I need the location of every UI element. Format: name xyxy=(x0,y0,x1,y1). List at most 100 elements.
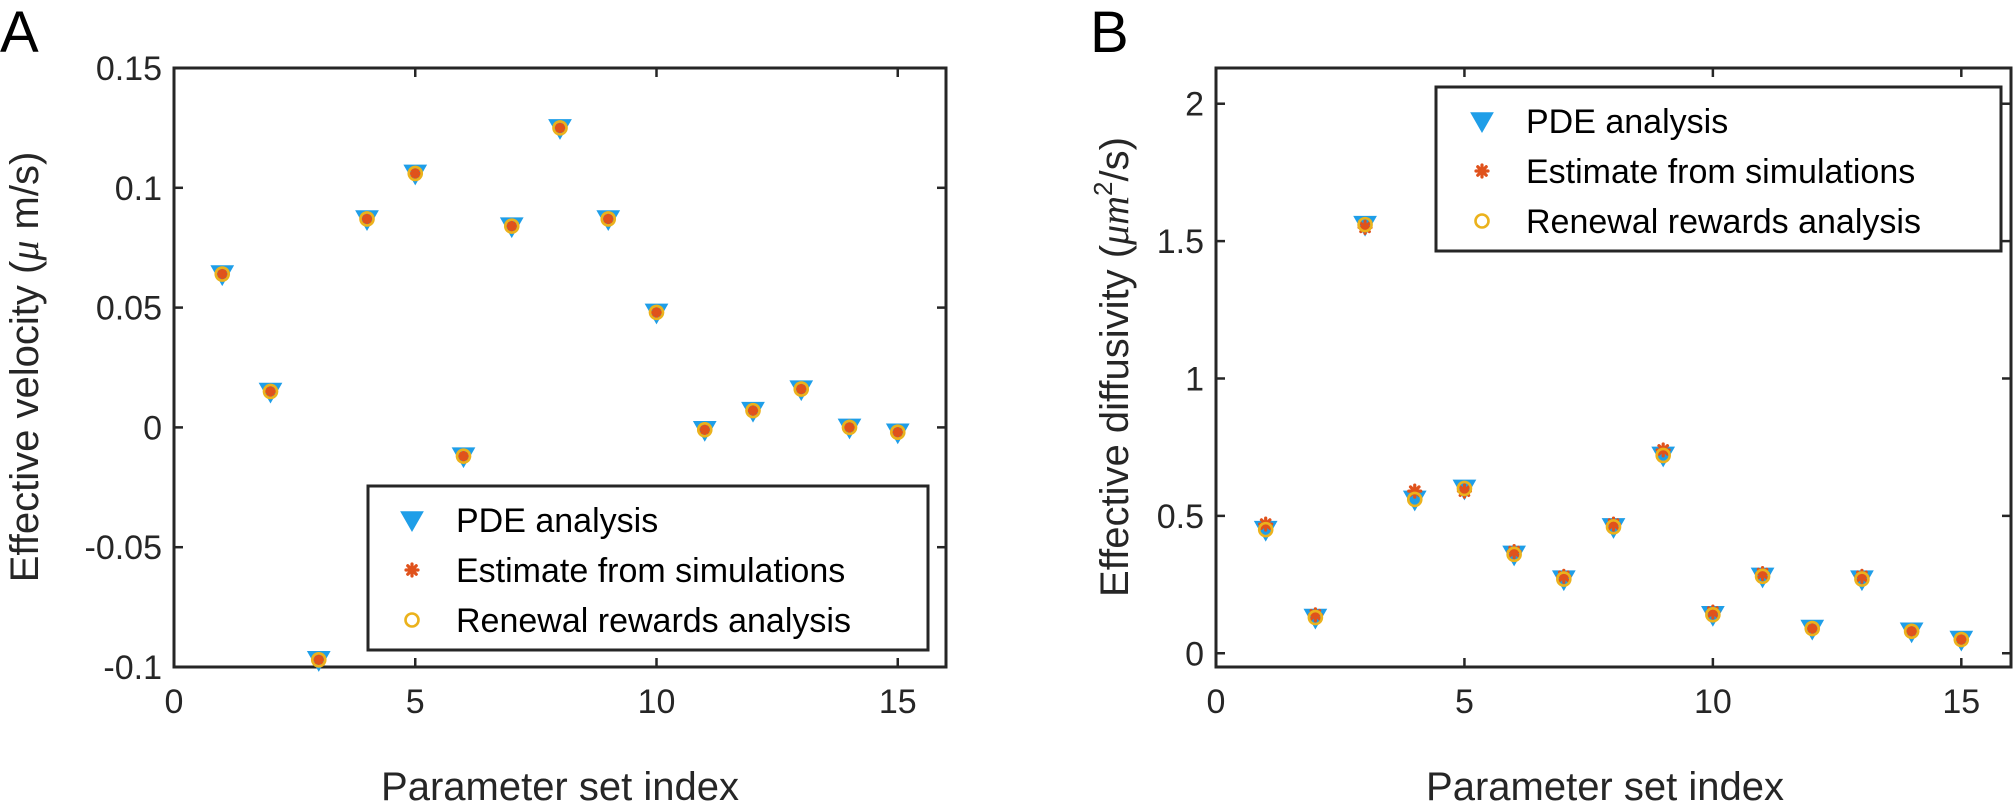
y-axis-label-a: Effective velocity (μ m/s) xyxy=(2,152,47,583)
simulation-point xyxy=(697,422,713,438)
renewal-point xyxy=(1754,568,1771,585)
renewal-point xyxy=(745,402,761,419)
y-axis-label-a-units-rest: m/s) xyxy=(3,152,47,241)
legend-b: PDE analysis Estimate from simulations R… xyxy=(1434,85,2003,253)
legend-b-marker-pde xyxy=(1470,112,1494,134)
renewal-point xyxy=(552,120,568,136)
y-tick-label: 1 xyxy=(1185,360,1204,398)
legend-b-label-simulation: Estimate from simulations xyxy=(1526,153,1915,191)
legend-a-marker-simulation xyxy=(404,562,420,578)
renewal-point xyxy=(359,211,375,227)
renewal-point xyxy=(1705,606,1721,623)
y-axis-label-b: Effective diffusivity (μm2/s) xyxy=(1088,137,1137,597)
x-tick-label: 15 xyxy=(879,683,917,721)
renewal-point xyxy=(793,381,810,397)
legend-b-marker-renewal xyxy=(1474,213,1490,229)
axes-box-b xyxy=(1214,66,2013,669)
y-tick-label: 0.05 xyxy=(96,290,162,328)
simulation-point xyxy=(793,381,809,397)
simulation-point xyxy=(745,403,761,419)
simulation-point xyxy=(600,211,616,227)
renewal-point xyxy=(503,218,520,234)
renewal-point xyxy=(1953,631,1970,648)
x-tick-label: 0 xyxy=(1207,683,1226,721)
renewal-point xyxy=(262,383,279,400)
renewal-point xyxy=(841,419,858,436)
renewal-point xyxy=(1357,216,1373,233)
x-tick-label: 5 xyxy=(1455,683,1474,721)
panel-label-a: A xyxy=(0,0,39,65)
legend-renewal-point-symbol xyxy=(1474,213,1490,229)
simulation-point xyxy=(455,448,472,464)
x-tick-label: 5 xyxy=(406,683,425,721)
legend-b-label-renewal: Renewal rewards analysis xyxy=(1526,203,1921,241)
y-tick-label: 2 xyxy=(1185,86,1204,124)
y-tick-label: -0.1 xyxy=(103,649,162,687)
legend-simulation-point-symbol xyxy=(404,562,420,578)
renewal-point xyxy=(214,266,231,282)
renewal-point xyxy=(1804,620,1821,637)
legend-a-label-pde: PDE analysis xyxy=(456,502,658,540)
renewal-point xyxy=(1406,491,1423,508)
points-b xyxy=(1253,215,1974,652)
legend-pde-point-symbol xyxy=(1470,112,1494,134)
y-axis-label-b-units-sup: 2 xyxy=(1088,181,1118,195)
simulation-point xyxy=(552,120,568,136)
panel-label-b: B xyxy=(1090,0,1129,65)
points-a xyxy=(210,119,910,672)
renewal-point xyxy=(407,165,424,182)
legend-pde-point-symbol xyxy=(400,511,424,533)
x-tick-label: 10 xyxy=(1694,683,1732,721)
simulation-point xyxy=(1804,620,1820,637)
y-axis-label-b-units-open: ( xyxy=(1093,244,1137,258)
legend-a: PDE analysis Estimate from simulations R… xyxy=(366,484,930,652)
simulation-point xyxy=(311,652,327,668)
y-axis-label-b-units-tail: /s) xyxy=(1093,137,1137,181)
legend-b-marker-simulation xyxy=(1474,163,1490,179)
ticks-a: 0 5 10 15 -0.1 -0.05 0 0.05 0.1 0.15 xyxy=(85,50,946,721)
renewal-point xyxy=(889,424,906,440)
y-tick-label: 1.5 xyxy=(1157,223,1204,261)
renewal-point xyxy=(1854,571,1870,587)
ticks-b: 0 5 10 15 0 0.5 1 1.5 2 xyxy=(1157,68,2011,721)
x-tick-label: 15 xyxy=(1942,683,1980,721)
y-axis-label-a-text: Effective velocity xyxy=(3,285,47,582)
renewal-point xyxy=(648,304,665,321)
simulation-point xyxy=(841,419,858,435)
y-axis-label-b-units-m: m xyxy=(1092,196,1137,225)
y-tick-label: 0.5 xyxy=(1157,498,1204,536)
y-tick-label: 0 xyxy=(143,409,162,447)
renewal-point xyxy=(1307,609,1324,626)
x-tick-label: 10 xyxy=(638,683,676,721)
legend-renewal-point-symbol xyxy=(404,612,420,628)
renewal-point xyxy=(310,652,327,668)
simulation-point xyxy=(890,424,906,440)
legend-simulation-point-symbol xyxy=(1474,163,1490,179)
y-axis-label-a-units-open: ( xyxy=(3,260,47,274)
renewal-point xyxy=(600,211,617,227)
x-tick-label: 0 xyxy=(165,683,184,721)
x-axis-label-b: Parameter set index xyxy=(1426,765,1784,804)
renewal-point xyxy=(1506,546,1522,563)
y-axis-label-b-units-mu: μ xyxy=(1092,225,1137,246)
renewal-point xyxy=(1903,623,1920,640)
panel-b: B 0 5 10 15 0 0.5 1 1.5 2 Parameter set index Ef… xyxy=(1088,0,2013,804)
simulation-point xyxy=(648,304,665,320)
simulation-point xyxy=(359,211,375,227)
simulation-point xyxy=(504,218,520,234)
renewal-point xyxy=(1655,447,1671,464)
simulation-point xyxy=(1904,623,1920,639)
y-tick-label: 0.1 xyxy=(115,170,162,208)
axes-box-a xyxy=(172,66,948,669)
legend-a-label-simulation: Estimate from simulations xyxy=(456,552,845,590)
y-tick-label: 0.15 xyxy=(96,50,162,88)
renewal-point xyxy=(1556,571,1572,587)
simulation-point xyxy=(1953,631,1969,648)
renewal-point xyxy=(1456,480,1473,497)
renewal-point xyxy=(455,448,472,464)
y-tick-label: 0 xyxy=(1185,635,1204,673)
legend-a-label-renewal: Renewal rewards analysis xyxy=(456,602,851,640)
renewal-point xyxy=(1257,521,1274,538)
y-tick-label: -0.05 xyxy=(85,529,163,567)
